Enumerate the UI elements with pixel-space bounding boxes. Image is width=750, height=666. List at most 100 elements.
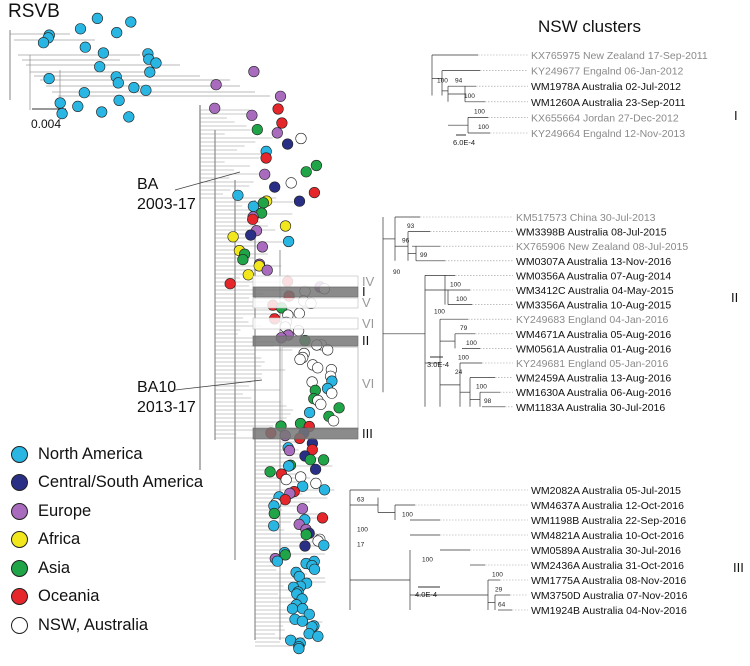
legend-swatch [11,474,28,492]
legend-item: North America [8,440,258,469]
region-legend: North America Central/South America Euro… [8,440,258,640]
support-value: 100 [450,281,461,288]
tip-asia [304,454,317,466]
taxon-label: WM0561A Australia 01-Aug-2016 [516,343,671,355]
tip-north-america [79,41,91,53]
tip-nsw [326,387,338,399]
tip-north-america [150,57,162,69]
cluster-band [252,317,359,330]
tip-oceania [260,152,272,164]
taxon-label: WM4671A Australia 05-Aug-2016 [516,329,671,341]
tip-asia [318,454,330,466]
subtree-cluster-II: KM517573 China 30-Jul-2013 WM3398B Austra… [382,212,738,414]
legend-swatch [11,616,28,634]
tip-north-america [283,460,295,472]
tip-north-america [74,23,87,35]
tip-north-america [271,555,284,567]
tip-central-south-america [245,229,257,241]
tip-central-south-america [310,463,322,475]
tip-north-america [144,66,156,78]
support-value: 100 [478,124,489,131]
tip-oceania [279,494,291,506]
tip-central-south-america [282,138,294,150]
taxon-label: KX655664 Jordan 27-Dec-2012 [531,112,679,124]
support-value: 98 [484,398,492,405]
legend-item: Oceania [8,583,258,612]
legend-label: Central/South America [38,473,204,492]
taxon-label: KY249683 England 04-Jan-2016 [516,314,669,326]
support-value: 100 [402,511,413,518]
taxon-label: WM1198B Australia 22-Sep-2016 [531,515,686,527]
tip-central-south-america [299,540,311,552]
taxon-label: WM2436A Australia 31-Oct-2016 [531,560,684,572]
ba10-years: 2013-17 [137,399,196,416]
tip-asia [310,159,323,172]
taxon-label: WM1260A Australia 23-Sep-2011 [531,97,686,109]
taxon-label: WM2459A Australia 13-Aug-2016 [516,373,671,385]
taxon-label: WM2082A Australia 05-Jul-2015 [531,485,681,497]
support-value: 94 [455,77,463,84]
taxon-label: WM1630A Australia 06-Aug-2016 [516,387,671,399]
tip-north-america [78,87,90,99]
tip-north-america [318,484,331,496]
subtree-cluster-III: WM2082A Australia 05-Jul-2015 WM4637A Aus… [349,485,744,617]
taxon-label: WM3750D Australia 07-Nov-2016 [531,590,688,602]
tip-north-america [112,77,124,89]
legend-label: North America [38,444,143,463]
tip-north-america [94,61,106,73]
tip-north-america [293,642,305,655]
tip-north-america [72,100,84,112]
taxon-label: KY249677 Engalnd 06-Jan-2012 [531,66,684,78]
legend-item: Europe [8,497,258,526]
tip-nsw [285,177,297,189]
tip-nsw [295,471,307,483]
tip-oceania [247,213,259,225]
tip-north-america [125,16,137,28]
support-value: 90 [393,269,401,276]
cluster-numeral: II [731,290,738,305]
legend-label: Africa [38,530,81,549]
cluster-numeral: I [734,108,738,123]
tip-nsw [315,398,327,410]
tip-north-america [111,26,123,39]
tip-north-america [312,630,324,642]
tip-north-america [140,84,152,96]
cluster-mark: IV [362,274,375,289]
tip-africa [227,231,239,243]
tip-oceania [224,278,236,290]
taxon-label: WM1183A Australia 30-Jul-2016 [516,402,665,414]
tip-north-america [286,603,299,615]
tip-europe [283,444,296,457]
tip-asia [333,402,345,414]
tip-nsw [280,474,292,486]
tip-nsw [294,353,306,366]
ba-name: BA [137,176,159,193]
tip-asia [300,528,312,541]
tip-asia [279,549,291,561]
tip-europe [209,102,221,114]
taxon-label: WM0307A Australia 13-Nov-2016 [516,256,671,268]
tip-europe [246,109,258,121]
subtree-scale-label: 6.0E-4 [453,138,475,147]
tip-north-america [123,111,135,123]
tip-north-america [232,189,244,201]
legend-item: Africa [8,526,258,555]
support-value: 29 [495,586,503,593]
tip-north-america [91,12,103,24]
taxon-label: KX765906 New Zealand 08-Jul-2015 [516,241,688,253]
support-value: 100 [476,384,487,391]
legend-item: NSW, Australia [8,611,258,640]
tip-nsw [295,132,307,145]
support-value: 100 [492,571,503,578]
cluster-mark: VI [362,376,374,391]
ba10-name: BA10 [137,379,177,396]
support-value: 100 [456,296,467,303]
main-scale-label: 0.004 [31,117,62,131]
tip-north-america [303,608,315,620]
tip-oceania [308,187,321,199]
cluster-mark: I [362,284,366,299]
tip-europe [274,90,287,102]
support-value: 100 [437,77,448,84]
taxon-label: WM3398B Australia 08-Jul-2015 [516,227,667,239]
tip-europe [256,241,269,253]
